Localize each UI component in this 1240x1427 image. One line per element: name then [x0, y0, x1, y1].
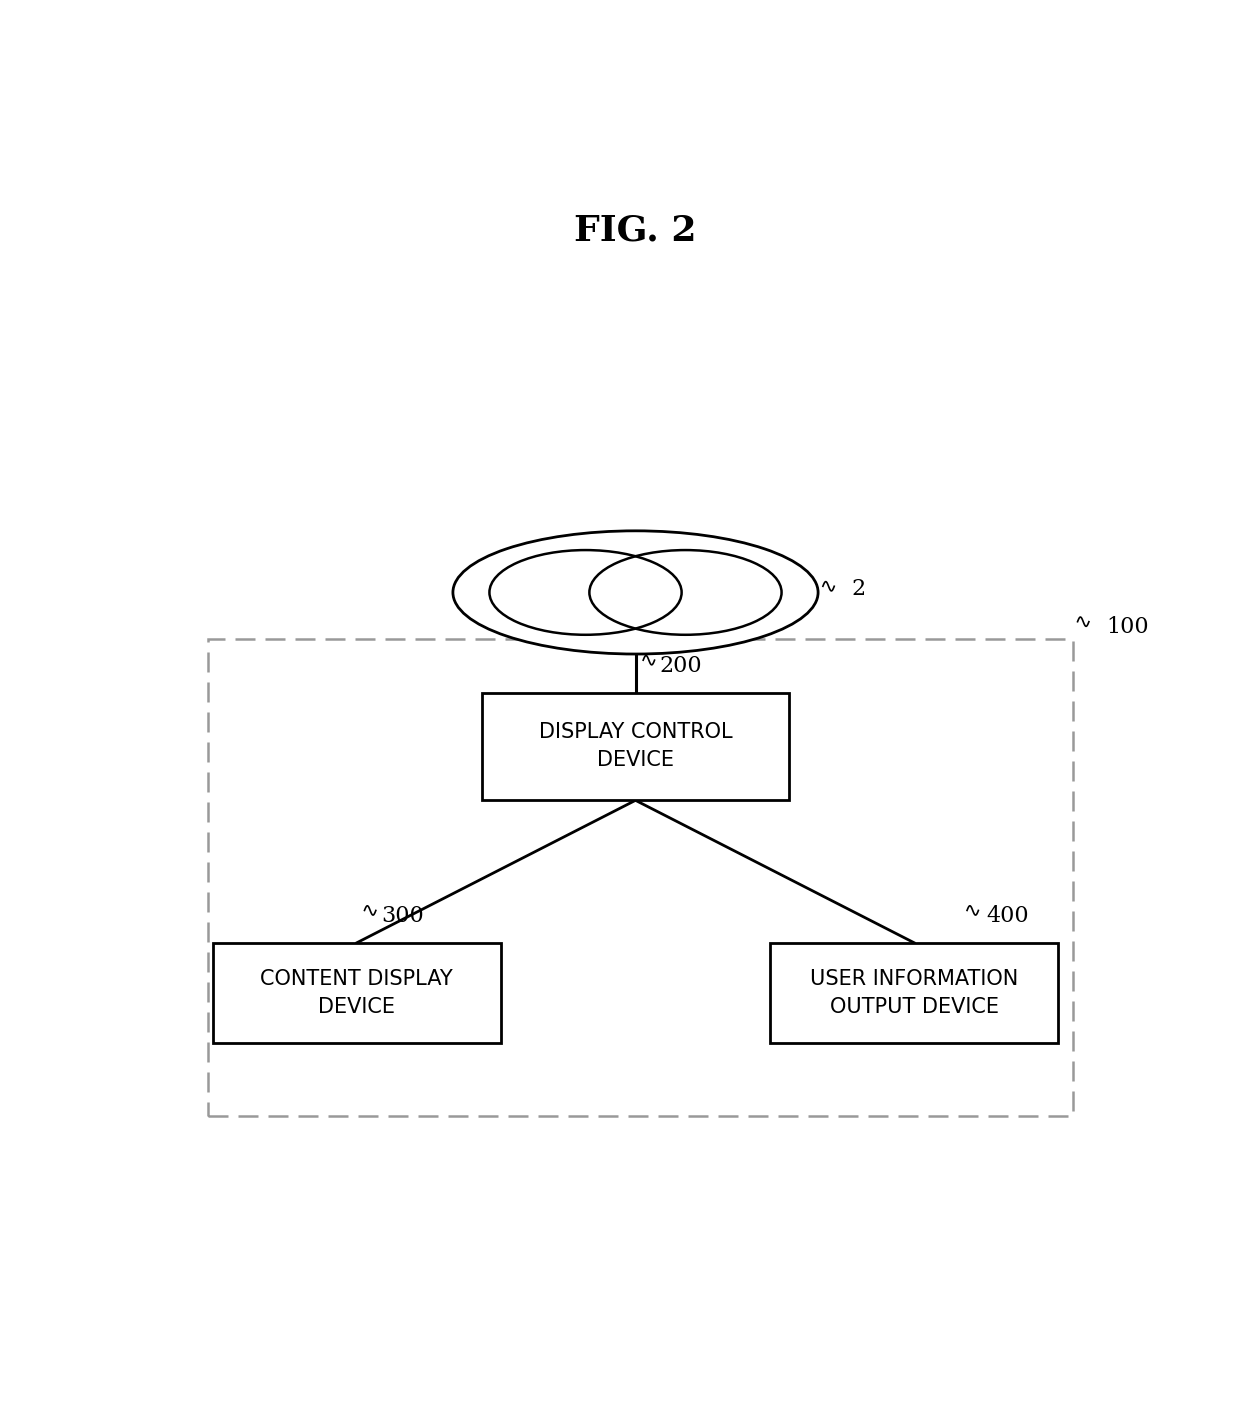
Bar — [770, 943, 1059, 1043]
Text: 2: 2 — [852, 578, 866, 599]
Bar — [213, 943, 501, 1043]
Ellipse shape — [453, 531, 818, 654]
Text: USER INFORMATION
OUTPUT DEVICE: USER INFORMATION OUTPUT DEVICE — [810, 969, 1018, 1017]
Bar — [481, 692, 789, 801]
Text: 100: 100 — [1106, 616, 1149, 638]
Text: DISPLAY CONTROL
DEVICE: DISPLAY CONTROL DEVICE — [538, 722, 733, 771]
Bar — [208, 639, 1073, 1116]
Text: CONTENT DISPLAY
DEVICE: CONTENT DISPLAY DEVICE — [260, 969, 453, 1017]
Text: 300: 300 — [381, 905, 424, 926]
Text: FIG. 2: FIG. 2 — [574, 214, 697, 247]
Text: 400: 400 — [986, 905, 1029, 926]
Text: 200: 200 — [660, 655, 702, 676]
